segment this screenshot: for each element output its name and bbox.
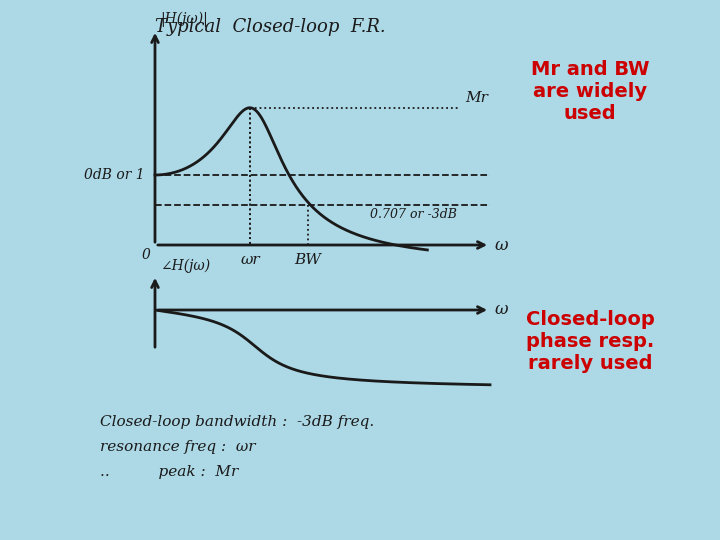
Text: ωr: ωr bbox=[240, 253, 260, 267]
Text: 0: 0 bbox=[141, 248, 150, 262]
Text: BW: BW bbox=[294, 253, 321, 267]
Text: Mr: Mr bbox=[465, 91, 488, 105]
Text: 0.707 or -3dB: 0.707 or -3dB bbox=[370, 208, 457, 221]
Text: Mr and BW
are widely
used: Mr and BW are widely used bbox=[531, 60, 649, 123]
Text: Typical  Closed-loop  F.R.: Typical Closed-loop F.R. bbox=[155, 18, 385, 36]
Text: ..          peak :  Mr: .. peak : Mr bbox=[100, 465, 238, 479]
Text: resonance freq :  ωr: resonance freq : ωr bbox=[100, 440, 256, 454]
Text: Closed-loop
phase resp.
rarely used: Closed-loop phase resp. rarely used bbox=[526, 310, 654, 373]
Text: ω: ω bbox=[495, 301, 508, 319]
Text: Closed-loop bandwidth :  -3dB freq.: Closed-loop bandwidth : -3dB freq. bbox=[100, 415, 374, 429]
Text: 0dB or 1: 0dB or 1 bbox=[84, 168, 145, 182]
Text: ω: ω bbox=[495, 237, 508, 253]
Text: ∠H(jω): ∠H(jω) bbox=[160, 259, 210, 273]
Text: |H(jω)|: |H(jω)| bbox=[160, 11, 208, 27]
